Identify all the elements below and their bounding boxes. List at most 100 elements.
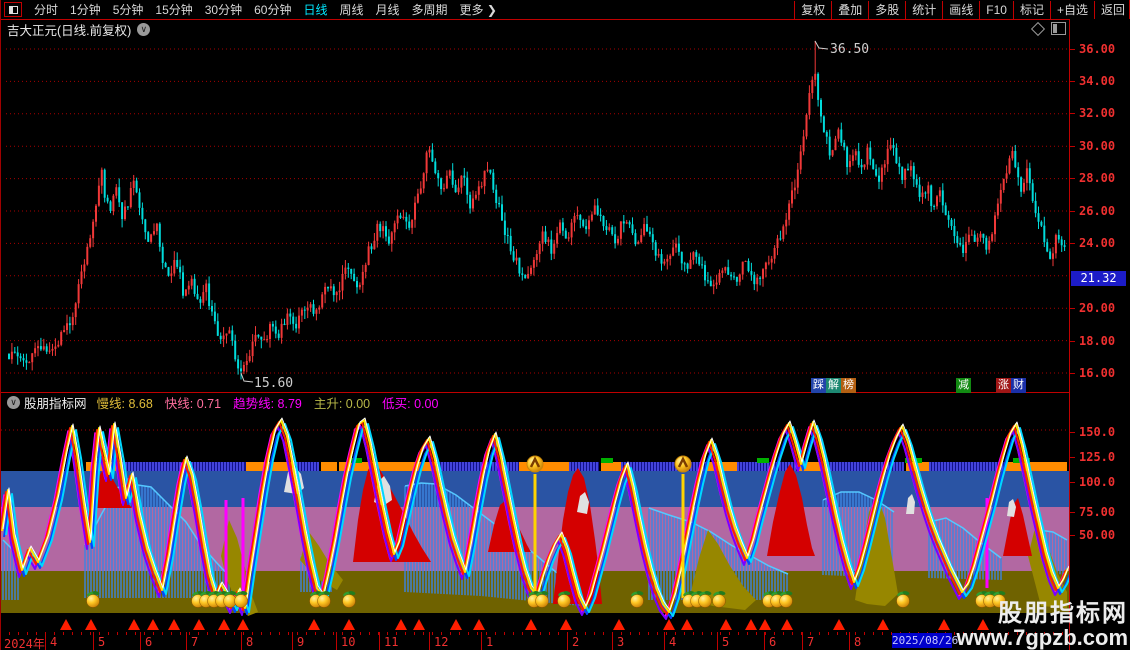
collapse-chevron-icon[interactable]: ∨: [137, 22, 151, 36]
month-separator: [481, 632, 482, 650]
indicator-axis-label: 75.00: [1079, 505, 1116, 519]
menu-item[interactable]: 30分钟: [204, 2, 243, 17]
diamond-icon[interactable]: [1030, 21, 1046, 36]
month-separator: [379, 632, 380, 650]
buy-triangle-marker: [473, 619, 485, 630]
year-label: 2024年: [4, 637, 45, 650]
menu-item[interactable]: 周线: [339, 2, 364, 17]
gold-ball-marker: [535, 591, 549, 608]
axis-tick: [1070, 535, 1075, 536]
price-label: 30.00: [1079, 139, 1116, 153]
buy-triangle-marker: [413, 619, 425, 630]
menu-item[interactable]: 返回: [1093, 0, 1130, 19]
buy-triangle-marker: [218, 619, 230, 630]
title-bar: 吉大正元(日线.前复权) ∨: [1, 20, 1061, 38]
menu-item[interactable]: 15分钟: [155, 2, 193, 17]
menu-item[interactable]: 更多 ❯: [459, 2, 497, 17]
buy-triangle-marker: [343, 619, 355, 630]
buy-triangle-marker: [720, 619, 732, 630]
menu-item[interactable]: 5分钟: [112, 2, 144, 17]
menu-item[interactable]: 60分钟: [254, 2, 292, 17]
gold-chevron-marker: [526, 455, 544, 473]
axis-tick: [1070, 308, 1075, 309]
month-separator: [664, 632, 665, 650]
menu-item[interactable]: F10: [979, 0, 1013, 19]
buy-triangle-marker: [663, 619, 675, 630]
buy-triangle-marker: [147, 619, 159, 630]
top-menu-bar: 分时 1分钟 5分钟 15分钟 30分钟 60分钟 日线 周线 月线 多周期 更多 ❯ 复权 叠加 多股…: [1, 0, 1130, 20]
gold-ball-marker: [630, 591, 644, 608]
collapse-chevron-icon[interactable]: ∨: [7, 396, 20, 409]
axis-tick: [1070, 373, 1075, 374]
month-separator: [93, 632, 94, 650]
menu-item[interactable]: 日线: [303, 2, 328, 17]
month-separator: [612, 632, 613, 650]
axis-tick: [1070, 178, 1075, 179]
buy-triangle-marker: [781, 619, 793, 630]
buy-triangle-marker: [938, 619, 950, 630]
indicator-header: ∨ 股朋指标网 慢线: 8.68 快线: 0.71 趋势线: 8.79 主升: 0.0…: [1, 393, 1069, 412]
month-label: 9: [297, 635, 305, 649]
main-chart[interactable]: 36.50 15.60: [1, 19, 1069, 392]
tools-menu: 复权 叠加 多股 统计 画线 F10 标记 +自选 返回: [794, 0, 1130, 19]
menu-item[interactable]: 分时: [34, 2, 59, 17]
price-label: 16.00: [1079, 366, 1116, 380]
indicator-axis-label: 150.0: [1079, 425, 1116, 439]
month-label: 8: [246, 635, 254, 649]
menu-item[interactable]: 多周期: [411, 2, 448, 17]
buy-triangle-marker: [613, 619, 625, 630]
buy-triangle-marker: [977, 619, 989, 630]
month-label: 5: [722, 635, 730, 649]
buy-triangle-marker: [450, 619, 462, 630]
signal-badge: 踩解榜: [811, 378, 856, 393]
menu-item[interactable]: +自选: [1049, 0, 1094, 19]
indicator-field: 趋势线: 8.79: [233, 397, 302, 411]
month-separator: [567, 632, 568, 650]
axis-tick: [1070, 482, 1075, 483]
date-axis[interactable]: 2024年 2025/08/26 4 5 6 7 8 9 10 11 12 1 2 3 4 5 6 7 8: [1, 632, 1069, 650]
month-label: 6: [769, 635, 777, 649]
indicator-field: 主升: 0.00: [313, 397, 371, 411]
month-separator: [292, 632, 293, 650]
badge-char: 踩: [811, 378, 826, 393]
buy-triangle-marker: [308, 619, 320, 630]
badge-char: 解: [826, 378, 841, 393]
month-separator: [429, 632, 430, 650]
window-split-icon[interactable]: [4, 2, 22, 17]
month-label: 1: [486, 635, 494, 649]
month-label: 4: [669, 635, 677, 649]
pane-icon[interactable]: [1051, 22, 1066, 35]
watermark-site-name: 股朋指标网: [998, 600, 1128, 628]
indicator-chart[interactable]: [1, 412, 1069, 632]
month-label: 12: [434, 635, 449, 649]
buy-triangle-marker: [128, 619, 140, 630]
month-label: 10: [341, 635, 356, 649]
menu-item[interactable]: 多股: [868, 0, 905, 19]
month-separator: [717, 632, 718, 650]
menu-item[interactable]: 月线: [375, 2, 400, 17]
gold-ball-marker: [342, 591, 356, 608]
axis-tick: [1070, 512, 1075, 513]
menu-item[interactable]: 复权: [794, 0, 831, 19]
menu-item[interactable]: 叠加: [831, 0, 868, 19]
axis-tick: [1070, 49, 1075, 50]
buy-triangle-marker: [85, 619, 97, 630]
menu-item[interactable]: 标记: [1012, 0, 1050, 19]
menu-item[interactable]: 画线: [942, 0, 979, 19]
buy-triangle-marker: [237, 619, 249, 630]
gold-ball-marker: [317, 591, 331, 608]
month-separator: [764, 632, 765, 650]
buy-triangle-marker: [745, 619, 757, 630]
gold-ball-marker: [992, 591, 1006, 608]
watermark-url: www.7gpzb.com: [956, 625, 1128, 650]
price-label: 18.00: [1079, 334, 1116, 348]
watermark: 股朋指标网 www.7gpzb.com: [956, 600, 1128, 650]
signal-badge: 减: [956, 378, 971, 393]
menu-item[interactable]: 统计: [905, 0, 942, 19]
buy-triangle-marker: [681, 619, 693, 630]
menu-item[interactable]: 1分钟: [70, 2, 101, 17]
price-label: 28.00: [1079, 171, 1116, 185]
month-separator: [849, 632, 850, 650]
axis-tick: [1070, 146, 1075, 147]
